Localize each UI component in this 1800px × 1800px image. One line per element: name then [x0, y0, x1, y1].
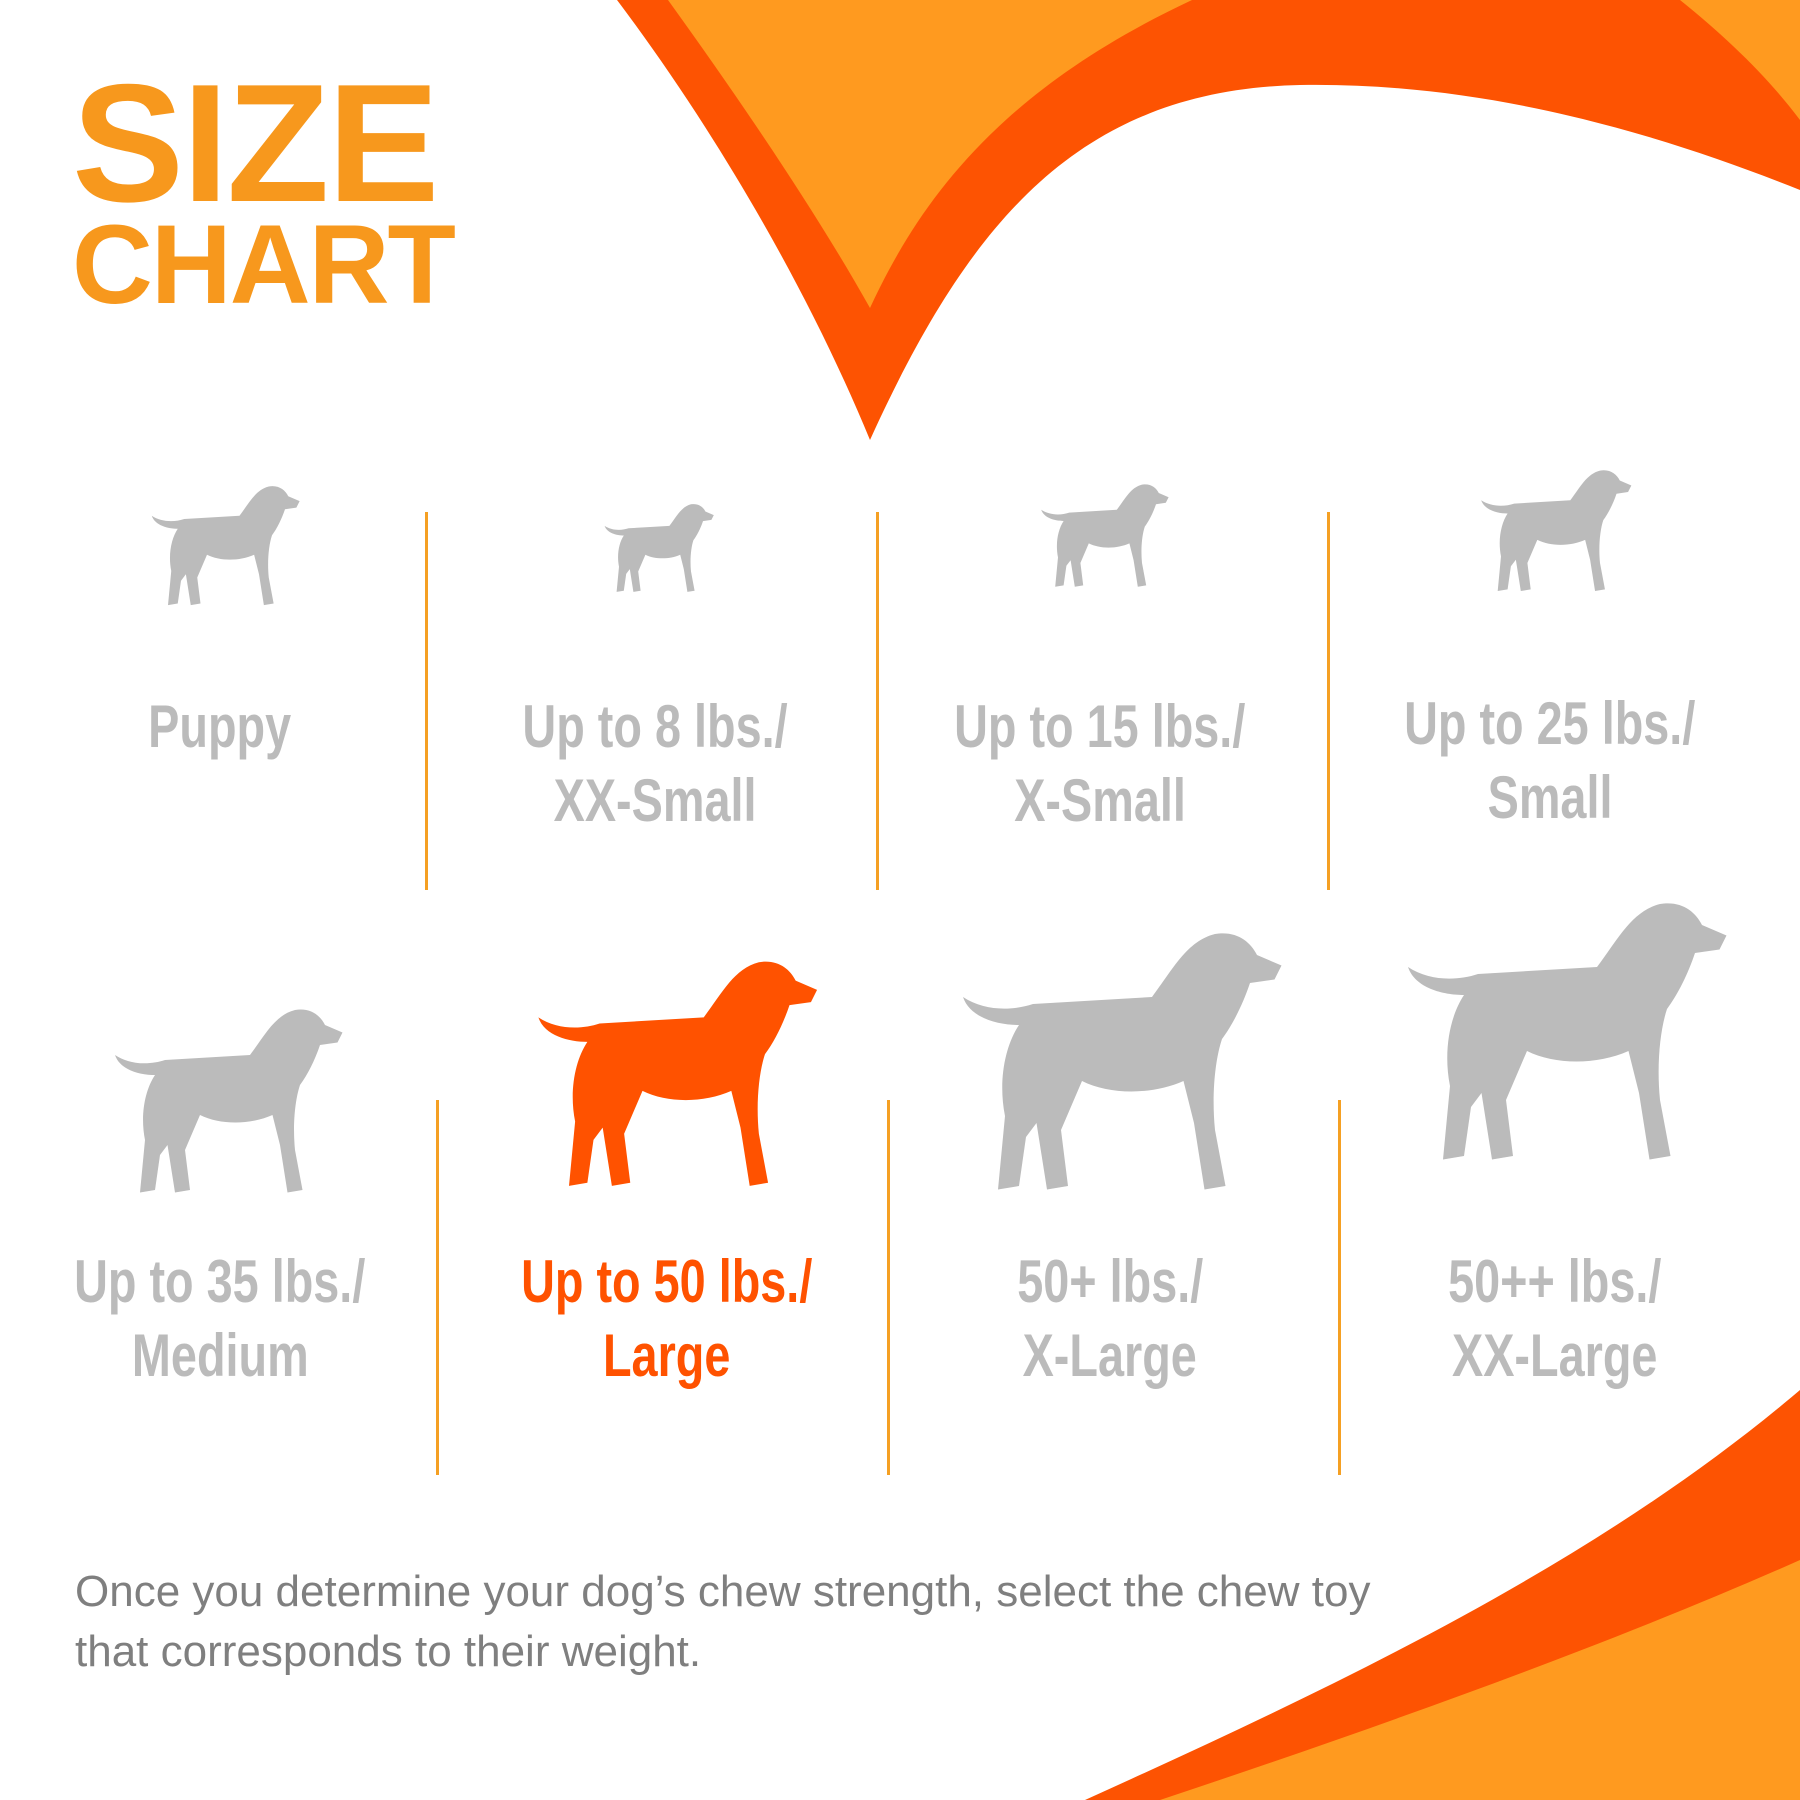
size-label-line1: Up to 8 lbs./ [522, 693, 788, 760]
size-label-line2: X-Large [1022, 1322, 1198, 1389]
orange-wedge-top-left [668, 0, 1192, 308]
chihuahua-silhouette-icon [604, 504, 714, 592]
size-label-line2: XX-Large [1452, 1322, 1658, 1389]
retriever-silhouette-icon [538, 961, 818, 1186]
column-divider [1338, 1100, 1341, 1475]
terrier-silhouette-icon [1480, 470, 1631, 592]
size-label-line2: Medium [131, 1322, 309, 1389]
column-divider [876, 512, 879, 890]
size-label-line1: Up to 50 lbs./ [521, 1248, 813, 1315]
size-label-line2: Small [1487, 764, 1613, 831]
orange-swoosh-bottom [1160, 1560, 1800, 1800]
size-item-x-large: 50+ lbs./ X-Large [895, 915, 1325, 1389]
size-item-large[interactable]: Up to 50 lbs./ Large [452, 950, 882, 1389]
size-label-line1: Up to 15 lbs./ [954, 693, 1246, 760]
size-item-x-small: Up to 15 lbs./ X-Small [885, 450, 1315, 834]
size-label-line1: Up to 25 lbs./ [1404, 690, 1696, 757]
size-label-line1: Up to 35 lbs./ [74, 1248, 366, 1315]
small-dog-silhouette-icon [1041, 484, 1169, 587]
size-item-puppy: Puppy [5, 480, 435, 760]
shepherd-silhouette-icon [963, 933, 1282, 1190]
great-dane-silhouette-icon [1408, 903, 1727, 1160]
beagle-silhouette-icon [115, 1009, 343, 1193]
title-chart: CHART [72, 202, 456, 327]
size-item-small: Up to 25 lbs./ Small [1335, 455, 1765, 831]
orange-wedge-top-right [1680, 0, 1800, 120]
size-label-line1: 50++ lbs./ [1448, 1248, 1662, 1315]
column-divider [436, 1100, 439, 1475]
title-size: SIZE [72, 49, 439, 237]
puppy-silhouette-icon [151, 486, 300, 606]
size-item-xx-large: 50++ lbs./ XX-Large [1340, 855, 1770, 1389]
footer-instructions: Once you determine your dog’s chew stren… [75, 1567, 1371, 1676]
column-divider [1327, 512, 1330, 890]
size-label-line2: Large [603, 1322, 731, 1389]
size-label-line2: XX-Small [553, 767, 757, 834]
column-divider [887, 1100, 890, 1475]
size-label-line2: X-Small [1014, 767, 1186, 834]
size-item-medium: Up to 35 lbs./ Medium [5, 1000, 435, 1389]
column-divider [425, 512, 428, 890]
size-label-line1: 50+ lbs./ [1016, 1248, 1204, 1315]
size-item-xx-small: Up to 8 lbs./ XX-Small [440, 490, 870, 834]
size-label-line1: Puppy [148, 693, 292, 760]
